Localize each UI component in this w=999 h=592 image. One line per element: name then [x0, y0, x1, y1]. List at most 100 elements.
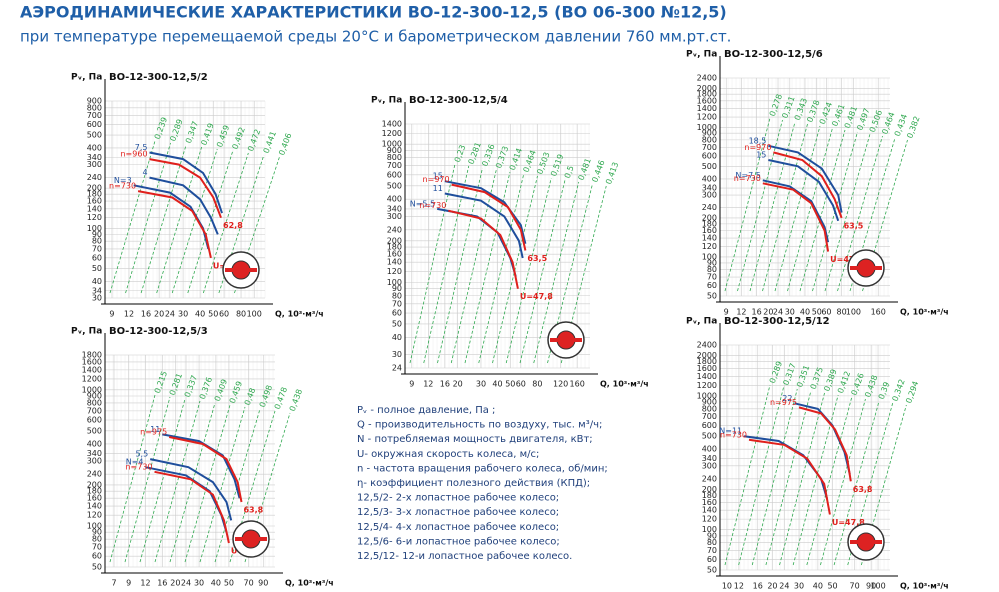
curve — [798, 406, 852, 482]
y-tick-label: 160 — [87, 197, 102, 206]
efficiency-line — [806, 396, 853, 566]
x-tick-label: 90 — [258, 579, 268, 588]
y-tick-label: 50 — [92, 563, 102, 572]
curve-label: n=730 — [720, 430, 747, 439]
x-tick-label: 10 — [722, 582, 732, 591]
x-tick-label: 20 — [154, 310, 164, 319]
x-axis-label: Q, 10³·м³/ч — [900, 582, 949, 591]
y-tick-label: 50 — [392, 319, 402, 328]
efficiency-line — [837, 135, 883, 292]
curve — [768, 144, 843, 213]
curve-label: N=7,5 — [735, 171, 760, 180]
y-tick-label: 1000 — [382, 140, 402, 149]
x-tick-label: 100 — [247, 310, 262, 319]
x-tick-label: 12 — [736, 308, 746, 317]
curve-label: n=730 — [125, 462, 152, 471]
y-tick-label: 500 — [387, 181, 402, 190]
note-line: Pᵥ - полное давление, Па ; — [357, 405, 495, 416]
y-tick-label: 300 — [87, 457, 102, 466]
chart-title: ВО-12-300-12,5/3 — [109, 326, 208, 337]
y-tick-label: 80 — [92, 237, 102, 246]
note-line: 12,5/6- 6-и лопастное рабочее колесо; — [357, 536, 560, 547]
x-axis-label: Q, 10³·м³/ч — [285, 579, 334, 588]
y-tick-label: 340 — [702, 454, 717, 463]
y-axis-label: Pᵥ, Па — [686, 317, 717, 327]
y-tick-label: 1400 — [697, 104, 717, 113]
efficiency-line — [214, 408, 261, 563]
y-tick-label: 500 — [702, 432, 717, 441]
y-tick-label: 40 — [92, 277, 102, 286]
x-axis-label: Q, 10³·м³/ч — [275, 310, 324, 319]
x-tick-label: 24 — [779, 582, 789, 591]
x-tick-label: 9 — [109, 310, 114, 319]
y-tick-label: 240 — [702, 203, 717, 212]
x-tick-label: 9 — [724, 308, 729, 317]
y-tick-label: 90 — [707, 531, 717, 540]
y-tick-label: 500 — [702, 162, 717, 171]
curve — [137, 190, 212, 259]
y-tick-label: 900 — [387, 146, 402, 155]
x-tick-label: 12 — [734, 582, 744, 591]
y-tick-label: 400 — [702, 445, 717, 454]
y-tick-label: 1600 — [82, 357, 102, 366]
y-tick-label: 1000 — [697, 123, 717, 132]
chart-title: ВО-12-300-12,5/2 — [109, 72, 208, 83]
y-tick-label: 1400 — [697, 372, 717, 381]
y-tick-label: 800 — [702, 135, 717, 144]
y-tick-label: 180 — [87, 190, 102, 199]
x-tick-label: 20 — [763, 308, 773, 317]
efficiency-line — [184, 404, 231, 563]
efficiency-label: 0,5 — [563, 164, 576, 179]
y-tick-label: 140 — [702, 234, 717, 243]
y-tick-label: 200 — [87, 480, 102, 489]
y-tick-label: 400 — [87, 439, 102, 448]
efficiency-line — [519, 179, 566, 364]
chart-title: ВО-12-300-12,5/6 — [724, 49, 823, 60]
x-tick-label: 20 — [170, 579, 180, 588]
y-tick-label: 100 — [702, 252, 717, 261]
y-tick-label: 340 — [87, 449, 102, 458]
y-tick-label: 200 — [387, 236, 402, 245]
y-tick-label: 600 — [702, 152, 717, 161]
curve-label: 15 — [756, 150, 766, 159]
curve — [168, 436, 243, 503]
x-tick-label: 30 — [194, 579, 204, 588]
efficiency-line — [505, 177, 552, 364]
y-axis-label: Pᵥ, Па — [71, 327, 102, 337]
y-tick-label: 240 — [87, 470, 102, 479]
y-tick-label: 200 — [702, 213, 717, 222]
y-tick-label: 900 — [87, 392, 102, 401]
y-tick-label: 2000 — [697, 351, 717, 360]
y-tick-label: 1200 — [382, 129, 402, 138]
curve — [748, 438, 831, 515]
efficiency-line — [140, 144, 187, 294]
curve — [773, 151, 843, 219]
curve-end-label: U=47,8 — [832, 518, 865, 527]
y-tick-label: 90 — [392, 284, 402, 293]
y-tick-label: 160 — [87, 494, 102, 503]
y-tick-label: 70 — [707, 546, 717, 555]
y-tick-label: 800 — [702, 404, 717, 413]
x-tick-label: 12 — [124, 310, 134, 319]
y-tick-label: 1800 — [82, 351, 102, 360]
chart-title: ВО-12-300-12,5/4 — [409, 95, 508, 106]
x-tick-label: 30 — [476, 380, 486, 389]
x-tick-label: 120 — [553, 380, 568, 389]
page-title: АЭРОДИНАМИЧЕСКИЕ ХАРАКТЕРИСТИКИ ВО-12-30… — [20, 3, 727, 22]
curve-end-label: 63,5 — [527, 254, 547, 263]
x-tick-label: 12 — [423, 380, 433, 389]
y-tick-label: 1000 — [697, 391, 717, 400]
y-tick-label: 300 — [87, 160, 102, 169]
x-tick-label: 60 — [516, 380, 526, 389]
curve — [444, 180, 527, 245]
x-tick-label: 50 — [505, 380, 515, 389]
y-tick-label: 100 — [87, 521, 102, 530]
y-tick-label: 120 — [702, 515, 717, 524]
curve-label: 5,5 — [135, 450, 148, 459]
x-tick-label: 160 — [871, 308, 886, 317]
x-tick-label: 7 — [111, 579, 116, 588]
x-tick-label: 70 — [850, 582, 860, 591]
x-tick-label: 40 — [211, 579, 221, 588]
curve-end-label: U=47,8 — [520, 292, 553, 301]
